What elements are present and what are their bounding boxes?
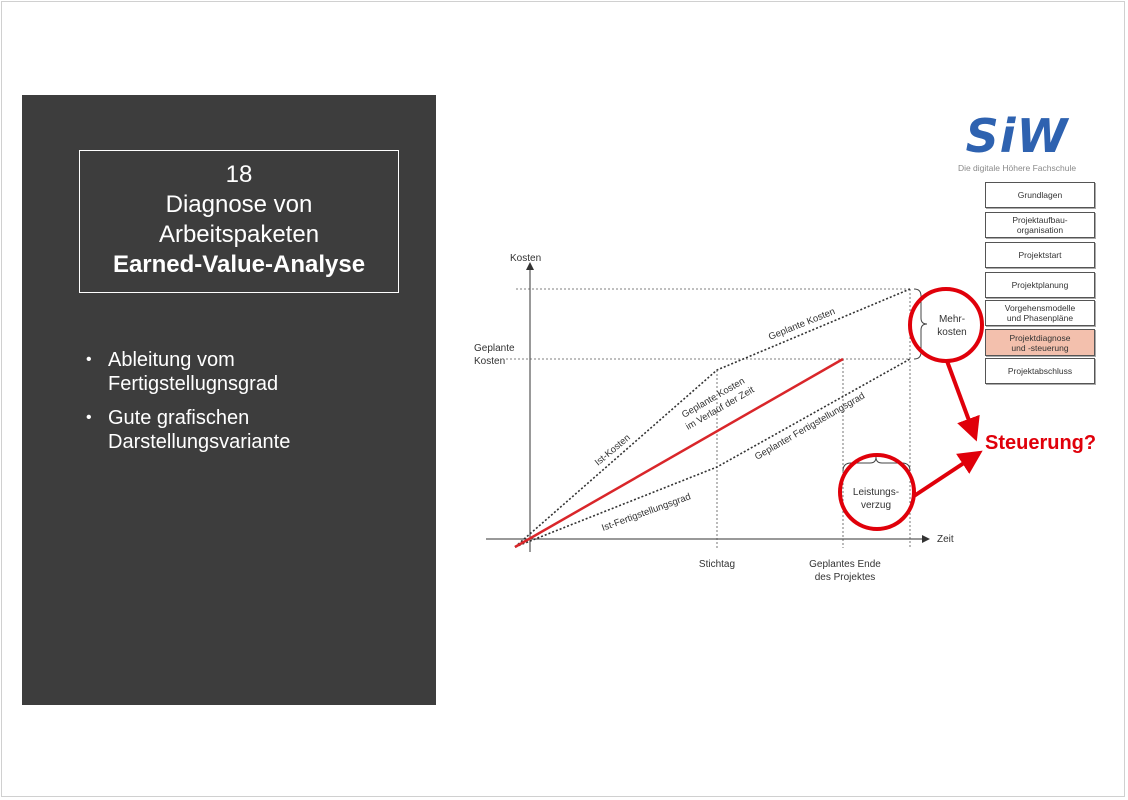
title-box: 18 Diagnose von Arbeitspaketen Earned-Va… <box>79 150 399 293</box>
y-axis-label: Kosten <box>510 253 541 264</box>
label-mehrkosten-1: Mehr- <box>939 314 965 325</box>
geplante-kosten-label-2: Kosten <box>474 356 505 367</box>
title-line-2: Arbeitspaketen <box>158 221 320 248</box>
nav-item-projektstart[interactable]: Projektstart <box>985 242 1095 268</box>
siw-logo: SiW Die digitale Höhere Fachschule <box>944 109 1090 176</box>
bullet-line: Fertigstellugnsgrad <box>108 373 279 395</box>
logo-wordmark: SiW <box>965 109 1069 163</box>
x-axis-label: Zeit <box>937 534 954 545</box>
bullet-line: Ableitung vom <box>108 349 235 371</box>
bullet-dot-icon: • <box>86 409 92 426</box>
nav-item-projektabschluss[interactable]: Projektabschluss <box>985 358 1095 384</box>
nav-item-grundlagen[interactable]: Grundlagen <box>985 182 1095 208</box>
bullet-line: Darstellungsvariante <box>108 431 291 453</box>
arrow-mehrkosten-steuerung <box>945 360 980 442</box>
arrow-leistungsverzug-steuerung <box>912 450 983 498</box>
label-ende-2: des Projektes <box>815 572 876 583</box>
nav-item-projektaufbau[interactable]: Projektaufbau- organisation <box>985 212 1095 238</box>
mehrkosten-brace <box>913 288 928 360</box>
title-number: 18 <box>225 161 253 188</box>
label-geplante-kosten: Geplante Kosten <box>767 306 837 343</box>
nav-item-vorgehensmodelle[interactable]: Vorgehensmodelle und Phasenpläne <box>985 300 1095 326</box>
ist-kosten-line <box>514 288 911 548</box>
bullet-list: • Ableitung vom Fertigstellugnsgrad • Gu… <box>84 348 414 464</box>
title-bold: Earned-Value-Analyse <box>112 251 366 278</box>
label-leistungsverzug-2: verzug <box>861 500 891 511</box>
bullet-dot-icon: • <box>86 351 92 368</box>
label-mehrkosten-2: kosten <box>937 327 966 338</box>
leistungsverzug-highlight-circle <box>838 453 916 531</box>
geplante-kosten-label-1: Geplante <box>474 343 515 354</box>
title-panel: 18 Diagnose von Arbeitspaketen Earned-Va… <box>22 95 436 705</box>
bullet-item: • Gute grafischen Darstellungsvariante <box>84 406 414 454</box>
bullet-line: Gute grafischen <box>108 407 250 429</box>
geplante-kosten-verlauf-line <box>514 357 844 549</box>
fertigstellungsgrad-line <box>514 358 911 548</box>
label-ist-fg: Ist-Fertigstellungsgrad <box>600 491 692 533</box>
bullet-item: • Ableitung vom Fertigstellugnsgrad <box>84 348 414 396</box>
steuerung-label: Steuerung? <box>985 432 1097 454</box>
label-leistungsverzug-1: Leistungs- <box>853 487 899 498</box>
label-stichtag: Stichtag <box>699 559 735 570</box>
logo-tagline: Die digitale Höhere Fachschule <box>957 163 1077 173</box>
label-ist-kosten: Ist-Kosten <box>593 432 633 468</box>
title-line-1: Diagnose von <box>165 191 313 218</box>
label-ende-1: Geplantes Ende <box>809 559 881 570</box>
nav-item-projektplanung[interactable]: Projektplanung <box>985 272 1095 298</box>
mehrkosten-highlight-circle <box>908 287 984 363</box>
nav-item-projektdiagnose[interactable]: Projektdiagnose und -steuerung <box>985 329 1095 356</box>
